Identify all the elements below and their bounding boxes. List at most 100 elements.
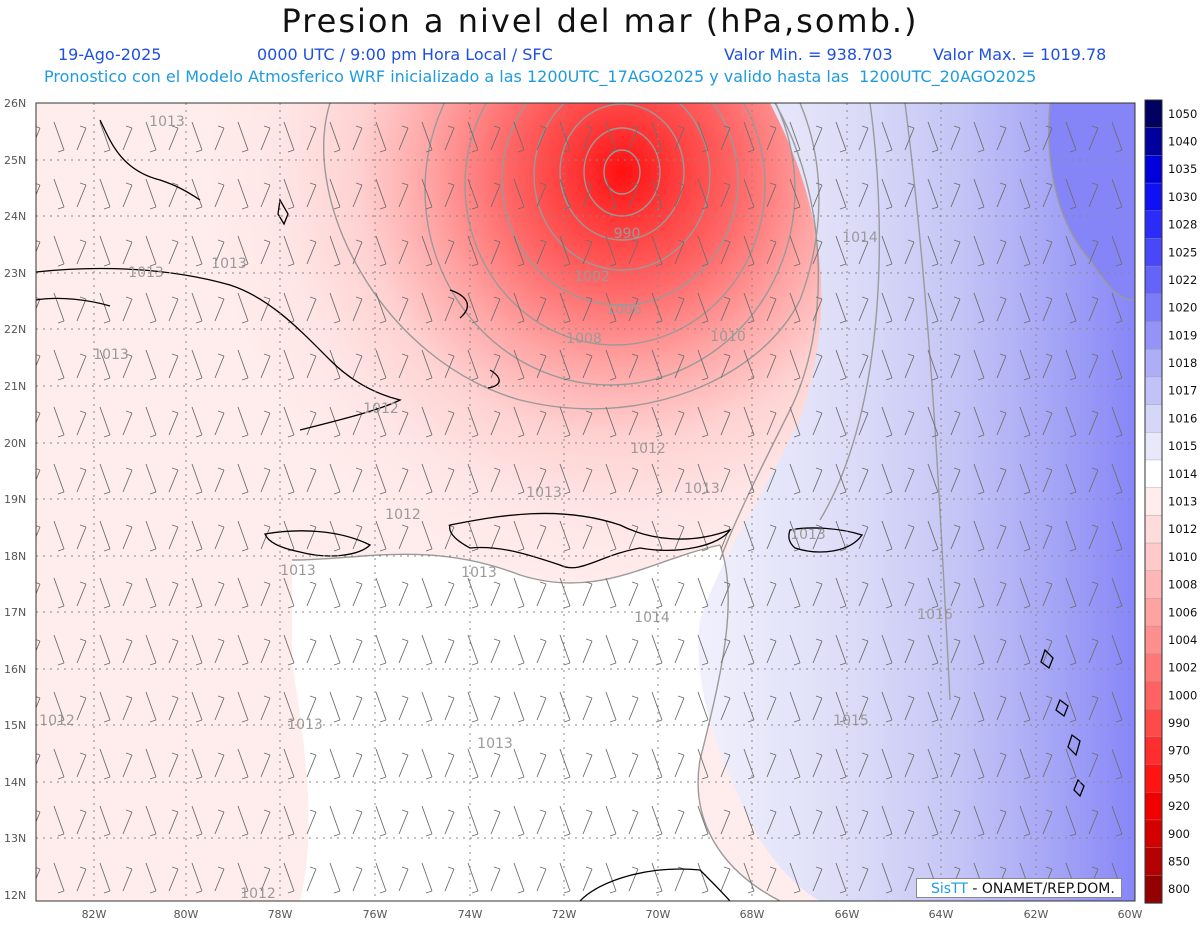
colorbar-label: 900	[1168, 827, 1190, 841]
colorbar-swatch	[1144, 598, 1163, 627]
colorbar-label: 990	[1168, 716, 1190, 730]
lon-label: 76W	[363, 908, 388, 921]
isobar-label: 1006	[606, 302, 642, 318]
colorbar-label: 970	[1168, 744, 1190, 758]
colorbar-swatch	[1144, 210, 1163, 240]
colorbar-label: 1012	[1168, 522, 1197, 536]
lat-label: 23N	[4, 267, 26, 280]
isobar-label: 1015	[833, 713, 869, 729]
forecast-time: 0000 UTC / 9:00 pm Hora Local / SFC	[257, 45, 553, 64]
lon-label: 82W	[82, 908, 107, 921]
colorbar-swatch	[1144, 293, 1163, 323]
colorbar-swatch	[1144, 238, 1163, 267]
colorbar-label: 1000	[1168, 688, 1197, 702]
colorbar-label: 1004	[1168, 633, 1197, 647]
credit-box: SisTT - ONAMET/REP.DOM.	[916, 878, 1122, 898]
colorbar-swatch	[1144, 736, 1163, 766]
lat-label: 12N	[4, 889, 26, 902]
colorbar-label: 1020	[1168, 301, 1197, 315]
lat-label: 26N	[4, 97, 26, 110]
colorbar-label: 1028	[1168, 218, 1197, 232]
colorbar-label: 1013	[1168, 495, 1197, 509]
min-value: Valor Min. = 938.703	[724, 45, 893, 64]
lat-label: 18N	[4, 550, 26, 563]
isobar-label: 1013	[526, 485, 562, 501]
colorbar-swatch	[1144, 542, 1163, 572]
lon-label: 60W	[1118, 908, 1143, 921]
isobar-label: 990	[614, 226, 641, 242]
isobar-label: 1013	[684, 481, 720, 497]
colorbar-swatch	[1144, 708, 1163, 738]
isobar-label: 1010	[710, 329, 746, 345]
colorbar-swatch	[1144, 875, 1163, 904]
isobar-label: 1013	[461, 565, 497, 581]
sis-logo: SisTT	[931, 881, 968, 897]
lon-label: 72W	[552, 908, 577, 921]
latitude-labels: 26N 25N 24N 23N 22N 21N 20N 19N 18N 17N …	[4, 97, 26, 902]
lon-label: 70W	[646, 908, 671, 921]
colorbar-label: 1030	[1168, 190, 1197, 204]
colorbar-label: 1019	[1168, 328, 1197, 342]
lat-label: 25N	[4, 154, 26, 167]
isobar-label: 1014	[634, 610, 670, 626]
colorbar-swatch	[1144, 265, 1163, 295]
graticule	[36, 103, 1135, 901]
lat-label: 16N	[4, 663, 26, 676]
isobar-label: 1013	[790, 527, 826, 543]
lat-label: 17N	[4, 606, 26, 619]
colorbar-swatch	[1144, 487, 1163, 517]
colorbar-swatch	[1144, 182, 1163, 212]
colorbar-label: 1016	[1168, 411, 1197, 425]
colorbar-swatch	[1144, 681, 1163, 710]
colorbar-label: 950	[1168, 771, 1190, 785]
isobar-label: 1012	[630, 441, 666, 457]
colorbar-swatch	[1144, 432, 1163, 461]
isobar-label: 1013	[280, 563, 316, 579]
colorbar-label: 1050	[1168, 107, 1197, 121]
colorbar-swatch	[1144, 349, 1163, 378]
lat-label: 20N	[4, 437, 26, 450]
lat-label: 21N	[4, 380, 26, 393]
colorbar-label: 920	[1168, 799, 1190, 813]
max-value: Valor Max. = 1019.78	[933, 45, 1107, 64]
lat-label: 15N	[4, 719, 26, 732]
credit-text: - ONAMET/REP.DOM.	[972, 881, 1115, 897]
map-frame	[35, 102, 1136, 902]
lon-label: 62W	[1024, 908, 1049, 921]
lon-label: 68W	[740, 908, 765, 921]
lon-label: 78W	[268, 908, 293, 921]
map-title: Presion a nivel del mar (hPa,somb.)	[281, 2, 919, 40]
model-info: Pronostico con el Modelo Atmosferico WRF…	[44, 67, 1037, 86]
colorbar-swatch	[1144, 99, 1163, 129]
colorbar-swatch	[1144, 155, 1163, 184]
colorbar-label: 800	[1168, 882, 1190, 896]
colorbar: 1050 1040 1035 1030 1028 1025 1022 1020 1019 1018…	[1144, 99, 1197, 904]
colorbar-label: 1010	[1168, 550, 1197, 564]
colorbar-label: 1022	[1168, 273, 1197, 287]
lat-label: 24N	[4, 210, 26, 223]
isobar-label: 1012	[39, 713, 75, 729]
colorbar-label: 1006	[1168, 605, 1197, 619]
colorbar-label: 1015	[1168, 439, 1197, 453]
isobar-label: 1008	[566, 331, 602, 347]
lat-label: 13N	[4, 832, 26, 845]
colorbar-swatch	[1144, 321, 1163, 350]
colorbar-label: 850	[1168, 855, 1190, 869]
colorbar-label: 1002	[1168, 661, 1197, 675]
colorbar-swatch	[1144, 376, 1163, 406]
colorbar-swatch	[1144, 847, 1163, 877]
lon-label: 74W	[458, 908, 483, 921]
colorbar-label: 1017	[1168, 384, 1197, 398]
colorbar-label: 1008	[1168, 578, 1197, 592]
colorbar-frame	[1144, 99, 1163, 904]
colorbar-swatch	[1144, 459, 1163, 489]
lat-label: 19N	[4, 493, 26, 506]
colorbar-swatch	[1144, 515, 1163, 544]
longitude-labels: 82W 80W 78W 76W 74W 72W 70W 68W 66W 64W …	[82, 908, 1143, 921]
coastlines	[36, 119, 1085, 901]
colorbar-label: 1025	[1168, 245, 1197, 259]
colorbar-label: 1040	[1168, 135, 1197, 149]
colorbar-swatch	[1144, 764, 1163, 793]
